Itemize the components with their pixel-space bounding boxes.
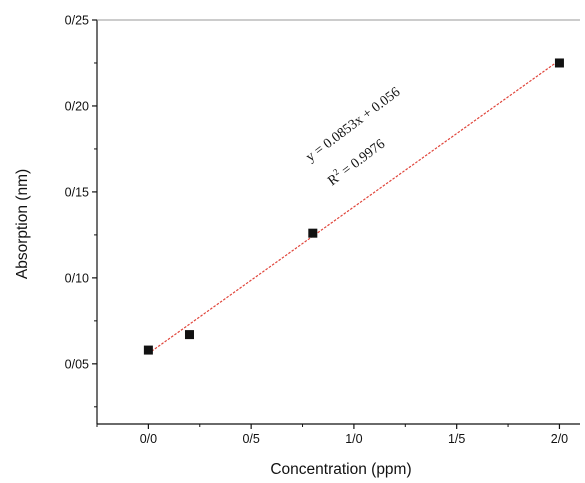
x-tick-label: 0/0 xyxy=(140,432,157,446)
data-point xyxy=(554,58,564,68)
data-points xyxy=(143,58,564,355)
y-tick-label: 0/05 xyxy=(65,357,89,371)
y-ticks: 0/05 0/10 0/15 0/20 0/25 xyxy=(65,14,97,408)
y-tick-label: 0/25 xyxy=(65,14,89,28)
data-point xyxy=(184,330,194,340)
y-tick-label: 0/15 xyxy=(65,185,89,199)
r2-value: = 0.9976 xyxy=(336,137,388,181)
data-point xyxy=(143,345,153,355)
x-tick-label: 1/5 xyxy=(448,432,465,446)
y-axis-title: Absorption (nm) xyxy=(14,169,31,279)
fit-line-layer xyxy=(148,59,560,355)
x-tick-label: 2/0 xyxy=(551,432,568,446)
plot-frame xyxy=(96,19,580,425)
fit-line xyxy=(148,59,560,355)
data-point xyxy=(308,228,318,238)
x-tick-label: 1/0 xyxy=(345,432,362,446)
x-tick-label: 0/5 xyxy=(242,432,259,446)
fit-equation: y = 0.0853x + 0.056 xyxy=(303,85,403,165)
x-axis-title: Concentration (ppm) xyxy=(270,461,411,478)
y-tick-label: 0/20 xyxy=(65,99,89,113)
y-tick-label: 0/10 xyxy=(65,271,89,285)
x-ticks: 0/0 0/5 1/0 1/5 2/0 xyxy=(96,424,568,446)
r2-exponent: 2 xyxy=(331,166,341,177)
